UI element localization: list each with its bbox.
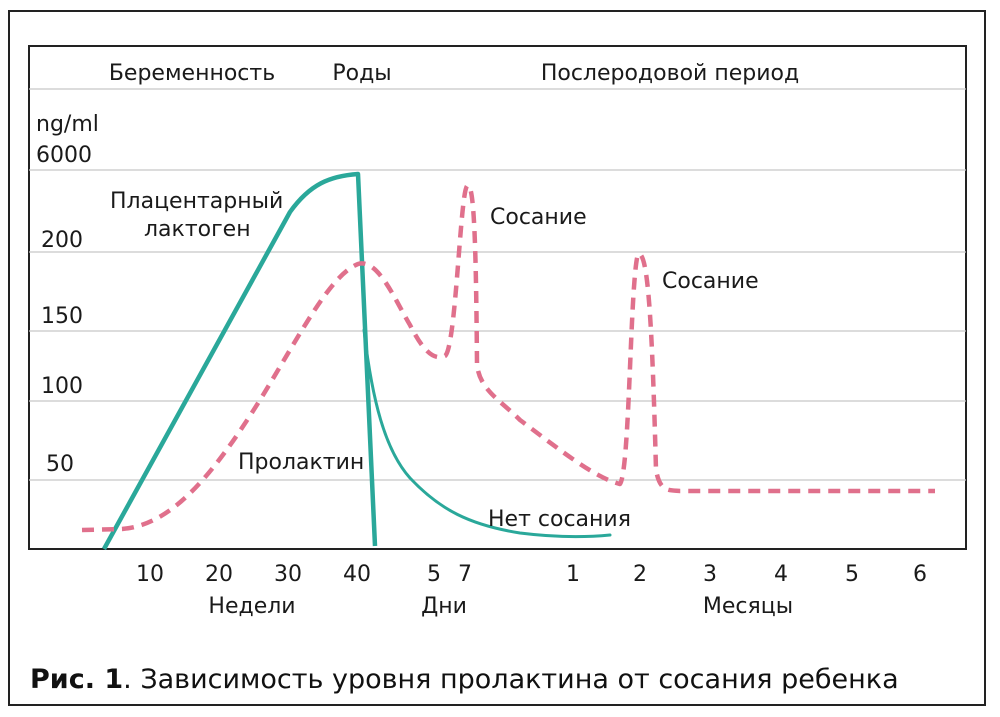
x-tick-label: 6	[913, 562, 927, 587]
annotation-placental-lactogen-line2: лактоген	[144, 217, 251, 242]
series-line-no-suckling	[362, 328, 612, 539]
x-tick-label: 2	[633, 562, 647, 587]
phase-label-pregnancy: Беременность	[109, 61, 275, 86]
annotation-placental-lactogen-line1: Плацентарный	[110, 189, 283, 214]
plot-area	[28, 45, 967, 550]
y-tick-label: 150	[41, 304, 83, 329]
annotation-prolactin: Пролактин	[238, 450, 364, 475]
caption-prefix: Рис. 1	[30, 664, 124, 695]
x-tick-label: 5	[427, 562, 441, 587]
x-tick-label: 4	[774, 562, 788, 587]
x-group-label-months: Месяцы	[703, 594, 793, 619]
x-tick-label: 1	[566, 562, 580, 587]
x-tick-label: 7	[458, 562, 472, 587]
figure-caption: Рис. 1. Зависимость уровня пролактина от…	[30, 664, 899, 695]
x-tick-labels: 10 20 30 40 5 7 1 2 3 4 5 6	[136, 562, 927, 587]
x-tick-label: 3	[703, 562, 717, 587]
annotation-suckling-2: Сосание	[662, 269, 759, 294]
x-group-label-weeks: Недели	[208, 594, 295, 619]
y-tick-label: 6000	[36, 143, 92, 168]
y-tick-label: 50	[46, 452, 74, 477]
x-group-label-days: Дни	[421, 594, 467, 619]
series-line-prolactin	[81, 183, 935, 533]
x-tick-label: 5	[845, 562, 859, 587]
figure-frame	[8, 10, 986, 706]
x-tick-label: 20	[205, 562, 233, 587]
y-unit-label: ng/ml	[36, 112, 99, 137]
gridlines	[29, 88, 966, 481]
x-tick-label: 40	[343, 562, 371, 587]
caption-text: . Зависимость уровня пролактина от сосан…	[123, 664, 899, 695]
annotation-suckling-1: Сосание	[490, 205, 587, 230]
series-line-placental-lactogen	[102, 171, 378, 551]
phase-label-postpartum: Послеродовой период	[541, 61, 799, 86]
x-tick-label: 30	[274, 562, 302, 587]
x-tick-label: 10	[136, 562, 164, 587]
phase-label-birth: Роды	[332, 61, 391, 86]
y-tick-label: 200	[41, 228, 83, 253]
annotation-no-suckling: Нет сосания	[488, 507, 631, 532]
y-tick-label: 100	[41, 374, 83, 399]
